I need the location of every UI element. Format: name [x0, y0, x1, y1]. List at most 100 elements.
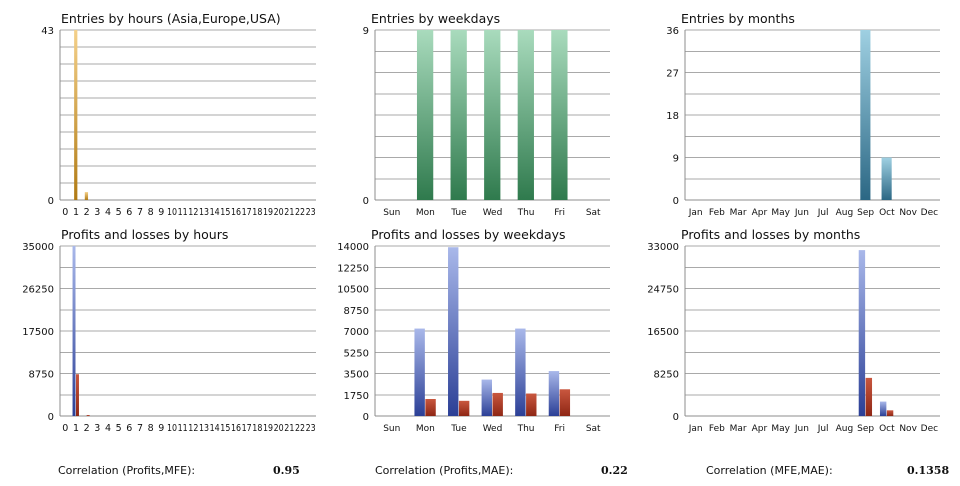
y-tick-label: 17500 — [22, 327, 54, 338]
chart-title: Profits and losses by weekdays — [371, 227, 566, 242]
x-tick-label: Sat — [586, 208, 601, 218]
x-tick-label: 9 — [158, 423, 164, 434]
y-tick-label: 26250 — [22, 285, 54, 296]
y-tick-label: 36 — [666, 26, 679, 37]
x-tick-label: 8 — [148, 207, 154, 218]
x-tick-label: 17 — [242, 423, 252, 434]
x-tick-label: Thu — [517, 424, 535, 434]
x-tick-label: Apr — [752, 208, 768, 218]
bar-entries-Tue — [450, 30, 467, 200]
bar-entries-Wed — [484, 30, 501, 200]
x-tick-label: Wed — [483, 208, 503, 218]
bar-entries-Mon — [416, 30, 434, 200]
x-tick-label: Sun — [383, 424, 400, 434]
correlation-profits-mae-label: Correlation (Profits,MAE): — [375, 464, 514, 477]
x-tick-label: Mar — [730, 424, 747, 434]
x-tick-label: 1 — [73, 207, 79, 218]
x-tick-label: Mar — [730, 208, 747, 218]
correlation-profits-mae-value: 0.22 — [601, 464, 628, 477]
x-tick-label: 0 — [62, 423, 68, 434]
x-tick-label: Jul — [817, 208, 829, 218]
x-tick-label: Feb — [709, 208, 725, 218]
y-tick-label: 9 — [673, 154, 679, 165]
y-tick-label: 35000 — [22, 242, 54, 253]
y-tick-label: 0 — [48, 412, 54, 423]
chart-pl-hours: Profits and losses by hours0875017500262… — [22, 227, 316, 434]
bar-entries-Sep — [860, 30, 871, 200]
x-tick-label: Oct — [879, 208, 895, 218]
y-tick-label: 33000 — [647, 242, 679, 253]
x-tick-label: 6 — [126, 423, 132, 434]
correlation-mfe-mae-value: 0.1358 — [907, 464, 950, 477]
x-tick-label: Thu — [517, 208, 535, 218]
y-tick-label: 12250 — [337, 263, 369, 274]
bar-losses-Wed — [492, 392, 503, 416]
bar-profits-Mon — [414, 328, 425, 416]
x-tick-label: Oct — [879, 424, 895, 434]
x-tick-label: 0 — [62, 207, 68, 218]
x-tick-label: 6 — [126, 207, 132, 218]
x-tick-label: 1 — [73, 423, 79, 434]
x-tick-label: Jul — [817, 424, 829, 434]
x-tick-label: 17 — [242, 207, 252, 218]
x-tick-label: 7 — [137, 207, 143, 218]
y-tick-label: 27 — [666, 69, 679, 80]
x-tick-label: Dec — [921, 208, 938, 218]
x-tick-label: 18 — [252, 423, 262, 434]
x-tick-label: 14 — [210, 423, 220, 434]
x-tick-label: 8 — [148, 423, 154, 434]
x-tick-label: Nov — [899, 424, 917, 434]
y-tick-label: 16500 — [647, 327, 679, 338]
x-tick-label: 9 — [158, 207, 164, 218]
y-tick-label: 0 — [363, 196, 369, 207]
y-tick-label: 24750 — [647, 285, 679, 296]
x-tick-label: Feb — [709, 424, 725, 434]
bar-profits-Oct — [879, 401, 887, 416]
y-tick-label: 18 — [666, 111, 679, 122]
y-tick-label: 10500 — [337, 285, 369, 296]
x-tick-label: Sep — [857, 424, 874, 434]
x-tick-label: 11 — [178, 423, 188, 434]
chart-pl-weekdays: Profits and losses by weekdays 0 1750 3500 5… — [337, 227, 610, 434]
x-tick-label: 23 — [306, 207, 316, 218]
x-tick-label: Tue — [450, 208, 467, 218]
x-tick-label: Fri — [554, 424, 565, 434]
x-tick-label: 7 — [137, 423, 143, 434]
x-tick-label: 20 — [274, 423, 284, 434]
bar-profits-Fri — [548, 371, 560, 416]
x-tick-label: 4 — [105, 207, 111, 218]
x-tick-label: May — [771, 424, 790, 434]
x-tick-label: 13 — [199, 207, 209, 218]
y-tick-label: 8250 — [654, 370, 679, 381]
chart-title: Entries by months — [681, 11, 795, 26]
bar-entries-Fri — [551, 30, 568, 200]
correlation-profits-mfe-value: 0.95 — [273, 464, 300, 477]
x-tick-label: Apr — [752, 424, 768, 434]
x-tick-label: 15 — [220, 423, 230, 434]
x-tick-label: 22 — [295, 207, 305, 218]
chart-pl-months: Profits and losses by months 0 8250 16500 24… — [647, 227, 940, 434]
y-tick-label: 1750 — [344, 391, 369, 402]
x-tick-label: 21 — [284, 207, 294, 218]
y-tick-label: 8750 — [29, 370, 54, 381]
x-tick-label: Wed — [483, 424, 503, 434]
bar-entries-Thu — [517, 30, 534, 200]
x-tick-label: 2 — [84, 423, 90, 434]
x-tick-label: Jan — [688, 424, 703, 434]
x-tick-label: Mon — [416, 208, 435, 218]
x-tick-label: 14 — [210, 207, 220, 218]
chart-entries-months: Entries by months 0 9 18 27 36 Jan Feb Mar Apr May… — [666, 11, 940, 218]
chart-title: Entries by hours (Asia,Europe,USA) — [61, 11, 281, 26]
chart-entries-weekdays: Entries by weekdays 0 9 Sun Mon Tue Wed Thu Fri S… — [363, 11, 610, 218]
x-tick-label: Mon — [416, 424, 435, 434]
correlation-profits-mfe-label: Correlation (Profits,MFE): — [58, 464, 196, 477]
x-tick-label: 18 — [252, 207, 262, 218]
x-tick-label: Aug — [836, 208, 854, 218]
x-tick-label: 16 — [231, 207, 241, 218]
x-tick-label: 3 — [94, 207, 100, 218]
x-tick-label: Tue — [450, 424, 467, 434]
bar-losses-Fri — [559, 389, 571, 416]
x-tick-label: 11 — [178, 207, 188, 218]
x-tick-label: Dec — [921, 424, 938, 434]
